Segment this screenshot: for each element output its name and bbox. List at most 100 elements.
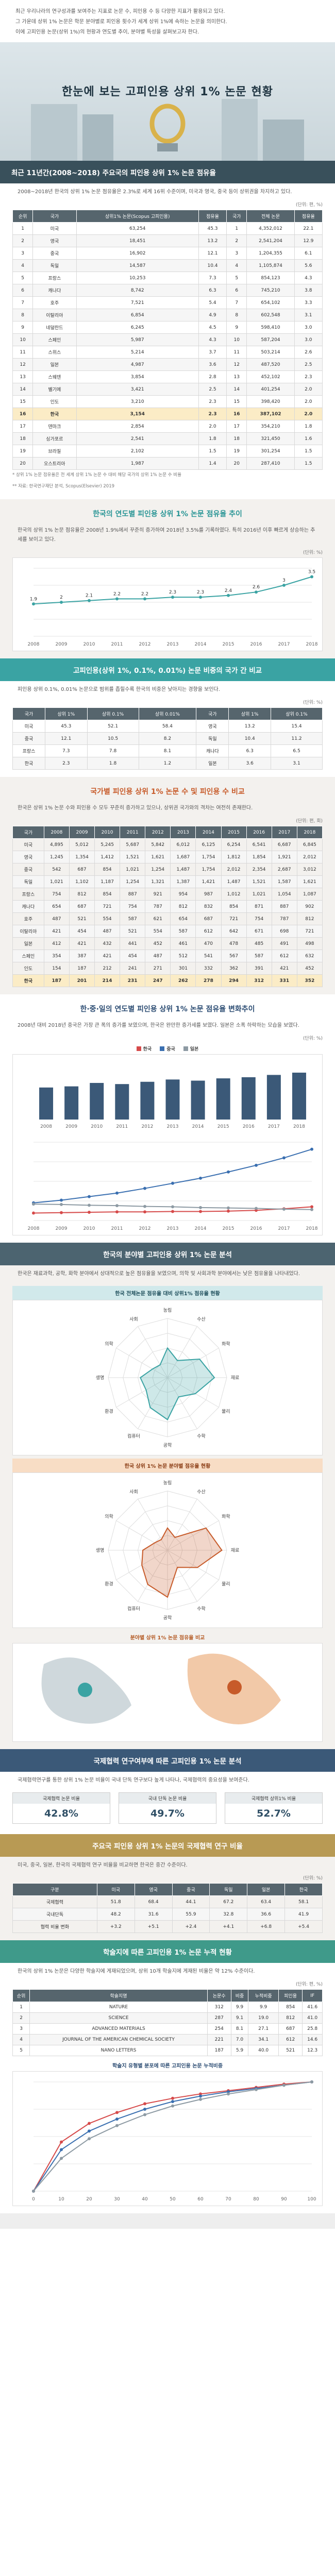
table-cell: 11 bbox=[226, 346, 247, 359]
stat-label: 국내 단독 논문 비율 bbox=[119, 1793, 216, 1804]
table-cell: +5.1 bbox=[134, 1920, 173, 1934]
table-cell: 387 bbox=[69, 950, 95, 963]
section-heading: 학술지에 따른 고피인용 1% 논문 누적 현황 bbox=[0, 1940, 335, 1963]
table-cell: 401,254 bbox=[246, 383, 295, 396]
table-row: 8 이탈리아 6,854 4.9 8 602,548 3.1 bbox=[12, 309, 323, 321]
table-row: 1 미국 63,254 45.3 1 4,352,012 22.1 bbox=[12, 222, 323, 235]
data-point bbox=[199, 1210, 202, 1213]
radar-axis-label: 화학 bbox=[222, 1514, 230, 1520]
table-cell: 이탈리아 bbox=[12, 925, 44, 938]
table-row: 3 중국 16,902 12.1 3 1,204,355 6.1 bbox=[12, 247, 323, 260]
table-cell: 854 bbox=[94, 863, 121, 876]
data-point bbox=[32, 602, 35, 606]
data-point bbox=[310, 1208, 313, 1211]
table-row: 12 일본 4,987 3.6 12 487,520 2.5 bbox=[12, 358, 323, 371]
table-header-cell: 한국 bbox=[284, 1883, 323, 1896]
table-cell: 22.1 bbox=[294, 222, 323, 235]
table-cell: 654,102 bbox=[246, 296, 295, 309]
table-cell: 2,854 bbox=[76, 420, 199, 433]
data-point bbox=[171, 1205, 174, 1209]
table-cell: 55.9 bbox=[172, 1908, 210, 1921]
unit-label: (단위: 편, %) bbox=[295, 1982, 323, 1988]
data-point bbox=[282, 584, 286, 587]
table-cell: 461 bbox=[170, 937, 196, 951]
x-tick-label: 2014 bbox=[195, 1226, 207, 1231]
stat-card: 국제협력 상위1% 비율 52.7% bbox=[225, 1792, 323, 1824]
section-desc: 피인용 상위 0.1%, 0.01% 논문으로 범위를 좁힐수록 한국의 비중은… bbox=[18, 687, 220, 693]
data-point bbox=[88, 599, 91, 602]
table-cell: 2,541 bbox=[76, 432, 199, 445]
table-cell: 7.3 bbox=[198, 272, 227, 284]
table-cell: 11.2 bbox=[271, 732, 323, 745]
table-header-cell: 영국 bbox=[134, 1883, 173, 1896]
radar-axis-label: 컴퓨터 bbox=[127, 1433, 140, 1439]
data-point bbox=[310, 1205, 313, 1209]
table-row: 4 독일 14,587 10.4 4 1,105,874 5.6 bbox=[12, 259, 323, 272]
table-cell: 812 bbox=[69, 888, 95, 901]
table-cell: 5 bbox=[226, 272, 247, 284]
table-cell: 12.3 bbox=[302, 2045, 323, 2057]
table-cell: 6.1 bbox=[294, 247, 323, 260]
table-cell: 18 bbox=[12, 432, 34, 445]
table-cell: 1,521 bbox=[246, 875, 272, 889]
radar-area bbox=[141, 1527, 223, 1598]
section-desc: 한국은 재료과학, 공학, 화학 분야에서 상대적으로 높은 점유율을 보였으며… bbox=[18, 1271, 300, 1277]
table-cell: 421 bbox=[69, 937, 95, 951]
table-cell: 67.2 bbox=[209, 1895, 248, 1909]
table-cell: 9.9 bbox=[248, 2002, 279, 2013]
table-cell: 12 bbox=[12, 358, 34, 371]
data-point bbox=[143, 1187, 146, 1190]
table-header-cell: 국가 bbox=[226, 210, 247, 223]
table-cell: 212 bbox=[94, 962, 121, 975]
radar-axis bbox=[167, 1499, 197, 1551]
table-cell: 한국 bbox=[12, 757, 45, 770]
table-cell: 1,621 bbox=[296, 875, 323, 889]
table-cell: +2.4 bbox=[172, 1920, 210, 1934]
x-tick-label: 2014 bbox=[195, 642, 207, 647]
table-cell: 1.8 bbox=[198, 432, 227, 445]
data-label: 3 bbox=[282, 578, 286, 583]
table-cell: 687 bbox=[278, 2023, 303, 2035]
table-cell: 협력 비율 변화 bbox=[12, 1920, 97, 1934]
x-tick-label: 2018 bbox=[293, 1124, 305, 1129]
table-cell: 387,102 bbox=[246, 408, 295, 420]
table-row: 15 인도 3,210 2.3 15 398,420 2.0 bbox=[12, 395, 323, 408]
table-cell: 154 bbox=[43, 962, 70, 975]
table-header-cell: 피인용 bbox=[278, 1989, 303, 2003]
data-point bbox=[199, 2092, 202, 2096]
section-share-table: 최근 11년간(2008~2018) 주요국의 피인용 상위 1% 논문 점유율… bbox=[0, 161, 335, 499]
table-cell: 58.1 bbox=[284, 1895, 323, 1909]
table-cell: 6,254 bbox=[221, 838, 247, 852]
table-row: 17 덴마크 2,854 2.0 17 354,210 1.8 bbox=[12, 420, 323, 433]
table-cell: 587 bbox=[246, 950, 272, 963]
hero-title: 한눈에 보는 고피인용 상위 1% 논문 현황 bbox=[62, 86, 273, 98]
table-row: 협력 비율 변화 +3.2 +5.1 +2.4 +4.1 +6.8 +5.4 bbox=[12, 1920, 323, 1934]
hero-decor bbox=[31, 104, 77, 161]
table-cell: 485 bbox=[246, 937, 272, 951]
table-cell: 487 bbox=[145, 950, 171, 963]
table-cell: 421 bbox=[43, 925, 70, 938]
table-header-cell: 순위 bbox=[12, 1989, 30, 2003]
table-cell: 7.0 bbox=[230, 2034, 249, 2046]
stat-label: 국제협력 논문 비율 bbox=[13, 1793, 110, 1804]
table-cell: 4,352,012 bbox=[246, 222, 295, 235]
table-cell: 1,021 bbox=[246, 888, 272, 901]
table-row: 국제협력 51.8 68.4 44.1 67.2 63.4 58.1 bbox=[12, 1895, 323, 1909]
table-cell: 542 bbox=[43, 863, 70, 876]
table-cell: 인도 bbox=[32, 395, 77, 408]
table-cell: 8.1 bbox=[230, 2023, 249, 2035]
table-cell: 491 bbox=[271, 937, 297, 951]
table-cell: 중국 bbox=[32, 247, 77, 260]
table-cell: 3,210 bbox=[76, 395, 199, 408]
table-cell: 787 bbox=[145, 900, 171, 913]
intro-line: 그 가운데 상위 1% 논문은 학문 분야별로 피인용 횟수가 세계 상위 1%… bbox=[15, 19, 227, 25]
table-row: 19 브라질 2,102 1.5 19 301,254 1.5 bbox=[12, 445, 323, 457]
table-cell: 1.8 bbox=[87, 757, 139, 770]
x-tick-label: 2018 bbox=[306, 1226, 318, 1231]
table-cell: 1,487 bbox=[170, 863, 196, 876]
table-cell: 745,210 bbox=[246, 284, 295, 297]
table-cell: 13 bbox=[226, 370, 247, 383]
table-cell: 2,687 bbox=[271, 863, 297, 876]
radar-axis-label: 공학 bbox=[163, 1615, 172, 1621]
unit-label: (단위: %) bbox=[303, 1876, 323, 1882]
